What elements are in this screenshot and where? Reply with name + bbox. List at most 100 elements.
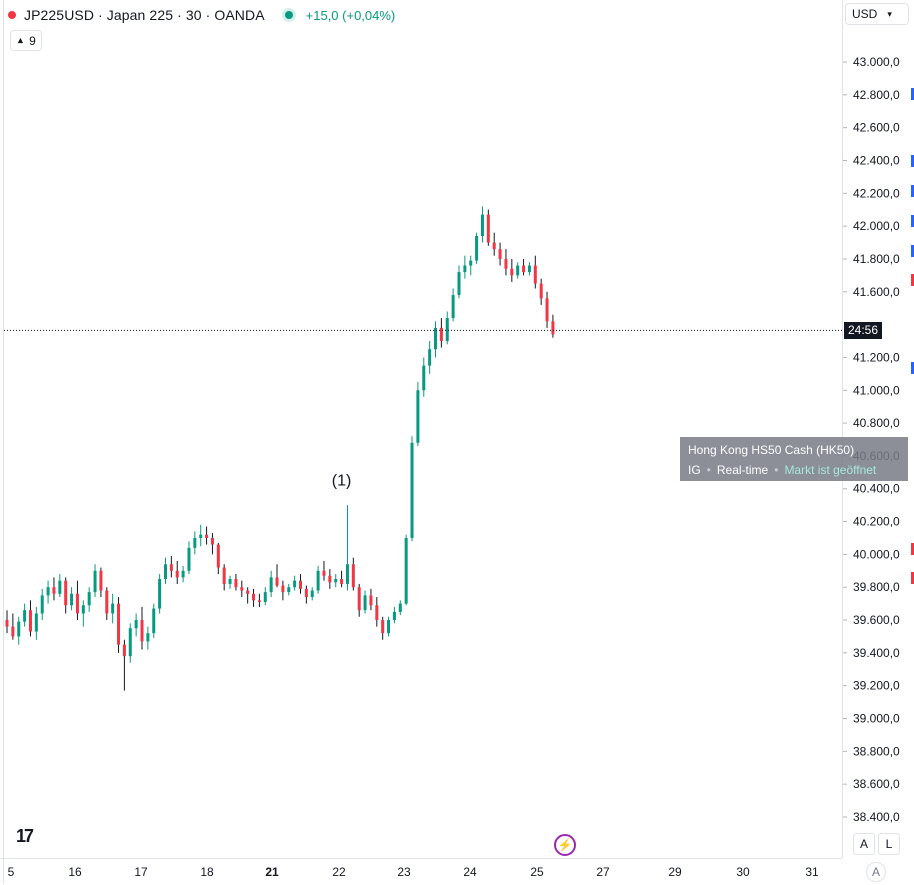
candle [117, 597, 121, 653]
candle [228, 575, 232, 589]
candle [111, 593, 115, 624]
x-tick-label: 22 [332, 865, 346, 879]
edge-marker [911, 362, 914, 374]
y-tick-label: 40.800,0 [853, 416, 900, 430]
candle-body [40, 595, 44, 614]
candle-body [445, 318, 449, 342]
candle-body [480, 214, 484, 236]
candle-body [228, 579, 232, 584]
tooltip-mode: Real-time [716, 463, 769, 477]
candle [293, 575, 297, 591]
candle-body [93, 570, 97, 593]
candle-body [122, 644, 126, 657]
edge-marker [911, 88, 914, 100]
candle-body [387, 620, 391, 634]
symbol-tooltip: Hong Kong HS50 Cash (HK50) IG • Real-tim… [680, 437, 908, 481]
candle-body [463, 265, 467, 273]
candle-body [381, 620, 385, 634]
candle-body [75, 593, 79, 614]
y-tick-label: 38.600,0 [853, 777, 900, 791]
candle-body [257, 600, 261, 602]
symbol-title[interactable]: JP225USD · Japan 225 · 30 · OANDA [24, 7, 265, 23]
candle-body [158, 579, 162, 609]
price-chart[interactable]: 2,782,6180,61810,2360,382 (1)(2)(3)(4)(5… [0, 0, 842, 858]
candle-body [23, 610, 27, 622]
candle-body [146, 633, 150, 642]
candle [422, 357, 426, 397]
candle-body [334, 579, 338, 583]
auto-scale-button[interactable]: A [853, 833, 875, 855]
x-tick-label: 27 [596, 865, 610, 879]
price-axis[interactable]: 38.400,0 38.600,0 38.800,0 39.000,0 39.200,0… [842, 0, 914, 858]
tradingview-logo[interactable]: 17 [16, 826, 34, 846]
x-tick-label: 24 [463, 865, 477, 879]
candle-body [11, 626, 15, 637]
candle [23, 603, 27, 627]
edge-marker [911, 274, 914, 286]
chart-header: JP225USD · Japan 225 · 30 · OANDA +15,0 … [8, 4, 395, 26]
candle [158, 574, 162, 614]
candle [222, 564, 226, 591]
log-scale-button[interactable]: L [878, 833, 900, 855]
candle-body [199, 534, 203, 538]
edge-marker [911, 543, 914, 555]
candle [451, 288, 455, 322]
candle-body [498, 249, 502, 259]
y-tick-label: 39.600,0 [853, 613, 900, 627]
candle [216, 542, 220, 575]
y-tick-label: 38.400,0 [853, 810, 900, 824]
candle-body [134, 620, 138, 629]
x-tick-label: 17 [134, 865, 148, 879]
candle [539, 278, 543, 305]
candle-body [287, 587, 291, 593]
candle [545, 291, 549, 328]
candle-body [246, 590, 250, 594]
candle [492, 232, 496, 256]
currency-selector[interactable]: USD ▾ [845, 3, 909, 25]
candle [34, 606, 38, 640]
candle [128, 623, 132, 663]
time-axis[interactable]: 5 16 17 18 21 22 23 24 25 27 29 30 31 [0, 858, 842, 885]
candle-body [539, 283, 543, 299]
y-tick-label: 39.000,0 [853, 712, 900, 726]
y-tick-label: 41.200,0 [853, 350, 900, 364]
candle-body [345, 564, 349, 584]
candle [498, 242, 502, 266]
edge-marker [911, 245, 914, 257]
candle [504, 249, 508, 276]
candle [281, 580, 285, 601]
candle [410, 436, 414, 542]
separator-dot: • [774, 463, 779, 477]
candle-body [99, 570, 103, 591]
y-tick-label: 39.200,0 [853, 679, 900, 693]
candle-body [275, 577, 279, 586]
time-axis-auto-button[interactable]: A [866, 862, 886, 882]
candle [463, 255, 467, 279]
candle-body [434, 327, 438, 350]
indicators-toggle-button[interactable]: ▼ 9 [10, 30, 42, 51]
candle-body [5, 620, 9, 627]
candle-body [293, 580, 297, 588]
candle [99, 567, 103, 598]
candle [193, 531, 197, 555]
candle [234, 574, 238, 591]
y-tick-label: 41.000,0 [853, 383, 900, 397]
candle [269, 570, 273, 598]
y-tick-label: 40.000,0 [853, 547, 900, 561]
candle-body [533, 265, 537, 284]
candle-body [46, 587, 50, 596]
candle [369, 588, 373, 611]
candle [316, 565, 320, 594]
candle [70, 587, 74, 611]
y-tick-label: 42.400,0 [853, 153, 900, 167]
candle-body [428, 349, 432, 366]
y-tick-label: 42.800,0 [853, 88, 900, 102]
candle-body [234, 579, 238, 588]
candle-body [545, 298, 549, 322]
candle-body [522, 265, 526, 273]
lightning-icon[interactable]: ⚡ [554, 834, 576, 856]
candle-body [351, 564, 355, 588]
candle-body [269, 577, 273, 593]
candle [428, 341, 432, 374]
candle [93, 564, 97, 598]
